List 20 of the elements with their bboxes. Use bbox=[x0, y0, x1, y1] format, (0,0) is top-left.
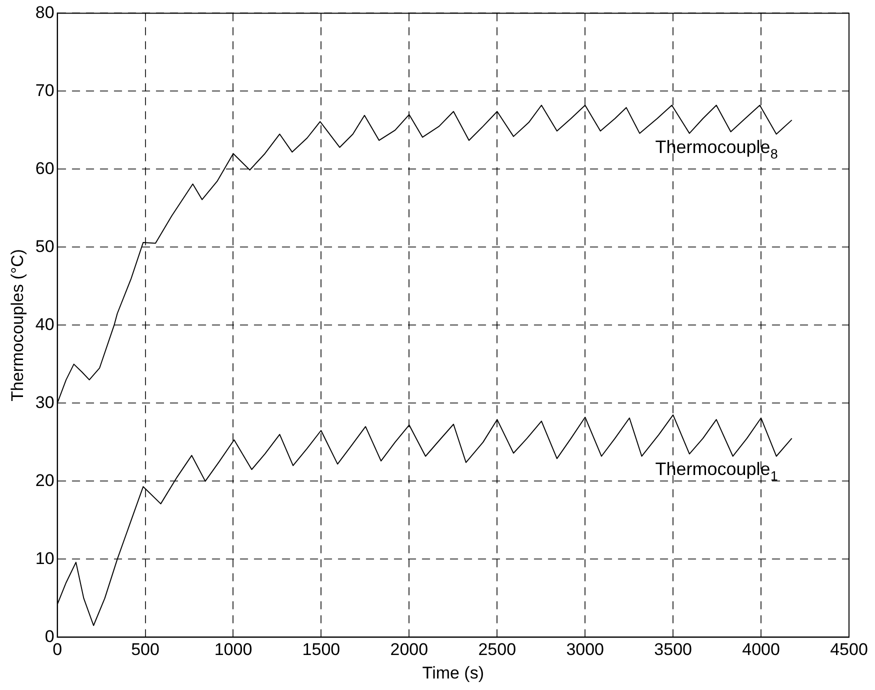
x-axis-title: Time (s) bbox=[422, 663, 484, 682]
x-tick-label: 3500 bbox=[654, 640, 692, 660]
y-tick-label: 10 bbox=[35, 548, 54, 568]
x-tick-label: 1500 bbox=[302, 640, 340, 660]
y-tick-label: 40 bbox=[35, 314, 54, 334]
y-tick-label: 80 bbox=[35, 2, 54, 22]
y-tick-label: 20 bbox=[35, 470, 54, 490]
x-tick-label: 2000 bbox=[390, 640, 428, 660]
x-tick-label: 3000 bbox=[566, 640, 604, 660]
x-tick-label: 4000 bbox=[742, 640, 780, 660]
y-tick-label: 70 bbox=[35, 80, 54, 100]
x-tick-label: 500 bbox=[131, 640, 160, 660]
y-tick-label: 50 bbox=[35, 236, 54, 256]
x-tick-label: 2500 bbox=[478, 640, 516, 660]
y-tick-label: 0 bbox=[44, 626, 54, 646]
x-tick-label: 1000 bbox=[214, 640, 252, 660]
y-axis-title: Thermocouples (°C) bbox=[8, 249, 27, 402]
y-tick-label: 30 bbox=[35, 392, 54, 412]
x-tick-label: 4500 bbox=[830, 640, 868, 660]
y-tick-label: 60 bbox=[35, 158, 54, 178]
